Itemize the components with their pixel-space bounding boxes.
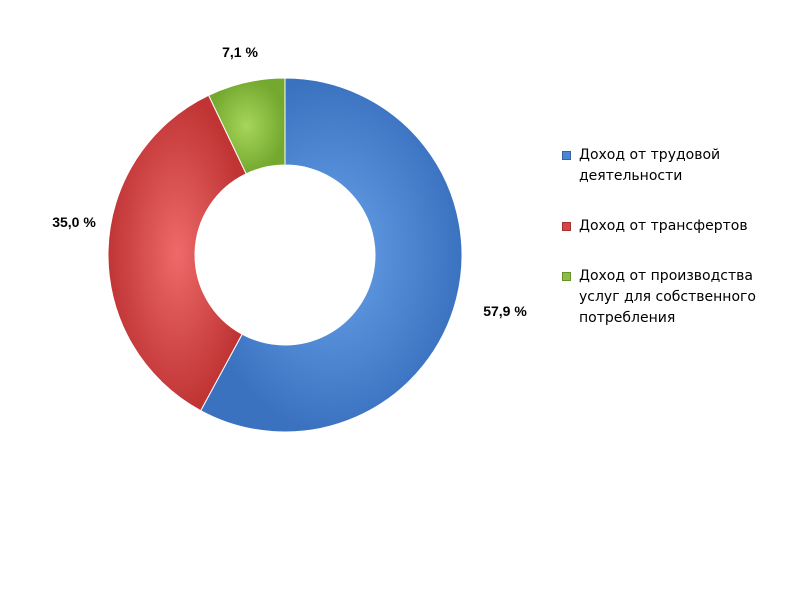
donut-slice-labor-income bbox=[200, 77, 463, 433]
legend-label-labor-income: Доход от трудовой деятельности bbox=[579, 147, 721, 184]
donut-slice-transfer-income bbox=[107, 94, 247, 412]
legend: Доход от трудовой деятельности Доход от … bbox=[560, 145, 790, 358]
data-label-transfer-income: 35,0 % bbox=[52, 214, 96, 230]
labels-group: 57,9 % 35,0 % 7,1 % bbox=[52, 44, 527, 319]
data-label-labor-income: 57,9 % bbox=[483, 303, 527, 319]
donut-slice-own-consumption-income bbox=[207, 77, 286, 175]
data-label-own-consumption-income: 7,1 % bbox=[222, 44, 258, 60]
legend-item-own-consumption-income: Доход от производства услуг для собствен… bbox=[560, 266, 790, 329]
legend-label-transfer-income: Доход от трансфертов bbox=[579, 218, 748, 234]
legend-item-transfer-income: Доход от трансфертов bbox=[560, 216, 790, 237]
slices-group bbox=[107, 77, 463, 433]
legend-swatch-labor-income bbox=[562, 151, 571, 160]
legend-item-labor-income: Доход от трудовой деятельности bbox=[560, 145, 790, 187]
legend-swatch-own-consumption-income bbox=[562, 272, 571, 281]
legend-label-own-consumption-income: Доход от производства услуг для собствен… bbox=[579, 268, 756, 326]
legend-swatch-transfer-income bbox=[562, 222, 571, 231]
